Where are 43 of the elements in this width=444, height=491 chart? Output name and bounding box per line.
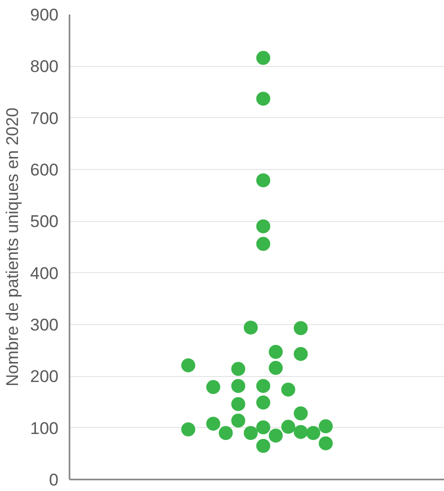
point — [206, 380, 220, 394]
y-tick-label: 800 — [30, 57, 59, 76]
y-tick-label: 600 — [30, 160, 59, 180]
point — [268, 428, 283, 443]
y-tick-label: 400 — [30, 264, 59, 283]
point — [268, 360, 283, 375]
point — [256, 438, 270, 453]
point — [256, 173, 270, 188]
y-tick-label: 700 — [30, 108, 59, 128]
point — [281, 420, 296, 434]
point — [294, 406, 308, 420]
point — [256, 420, 270, 434]
point — [294, 321, 308, 336]
point — [318, 436, 333, 450]
point — [206, 416, 220, 431]
y-tick-label: 500 — [30, 212, 59, 232]
y-tick-label: 200 — [30, 367, 59, 386]
point — [256, 92, 270, 106]
point — [256, 219, 270, 234]
y-axis-title: Nombre de patients uniques en 2020 — [3, 108, 22, 386]
point — [268, 344, 283, 359]
point — [231, 397, 246, 412]
point — [318, 419, 333, 434]
point — [218, 426, 233, 440]
point — [256, 378, 270, 393]
point — [181, 422, 196, 436]
point — [281, 382, 296, 397]
point — [294, 346, 308, 361]
y-tick-label: 300 — [30, 316, 59, 334]
y-tick-label: 900 — [30, 6, 59, 24]
y-tick-label: 100 — [30, 418, 59, 438]
point — [244, 426, 258, 440]
point — [294, 424, 308, 439]
point — [181, 358, 196, 372]
point — [306, 426, 320, 440]
point — [244, 320, 258, 335]
point — [256, 396, 270, 410]
point — [256, 236, 270, 251]
point — [256, 50, 270, 65]
point — [231, 362, 246, 376]
y-tick-label: 0 — [49, 470, 59, 490]
point — [231, 414, 246, 428]
point — [231, 378, 246, 393]
